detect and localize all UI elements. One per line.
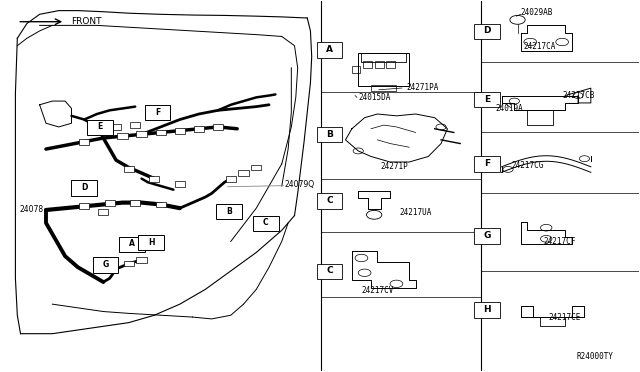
Bar bbox=[99, 209, 108, 215]
Text: 24015DA: 24015DA bbox=[358, 93, 390, 102]
Text: B: B bbox=[326, 130, 333, 139]
Text: 24217UA: 24217UA bbox=[399, 208, 432, 218]
Bar bbox=[130, 122, 140, 128]
Text: D: D bbox=[483, 26, 491, 35]
Text: H: H bbox=[148, 238, 154, 247]
Bar bbox=[111, 124, 121, 130]
Text: F: F bbox=[484, 159, 490, 169]
Bar bbox=[175, 128, 185, 134]
Bar bbox=[251, 164, 261, 170]
Text: 24079Q: 24079Q bbox=[285, 180, 315, 189]
Bar bbox=[362, 53, 406, 62]
Text: B: B bbox=[226, 206, 232, 216]
Text: 24271P: 24271P bbox=[381, 161, 408, 170]
FancyBboxPatch shape bbox=[474, 92, 500, 108]
Text: R24000TY: R24000TY bbox=[576, 352, 613, 361]
Text: A: A bbox=[129, 240, 135, 248]
Bar bbox=[194, 126, 204, 132]
Bar bbox=[156, 202, 166, 208]
FancyBboxPatch shape bbox=[474, 302, 500, 318]
FancyBboxPatch shape bbox=[138, 235, 164, 250]
FancyBboxPatch shape bbox=[72, 180, 97, 196]
Bar bbox=[149, 176, 159, 182]
Text: H: H bbox=[483, 305, 491, 314]
FancyBboxPatch shape bbox=[317, 193, 342, 209]
Bar bbox=[358, 53, 409, 86]
Bar bbox=[364, 61, 372, 68]
Text: 24019A: 24019A bbox=[495, 104, 523, 113]
Text: 24217CA: 24217CA bbox=[524, 42, 556, 51]
FancyBboxPatch shape bbox=[93, 257, 118, 273]
Bar bbox=[226, 176, 236, 182]
FancyBboxPatch shape bbox=[474, 23, 500, 39]
FancyBboxPatch shape bbox=[317, 263, 342, 279]
Bar bbox=[124, 166, 134, 172]
FancyBboxPatch shape bbox=[317, 42, 342, 58]
Text: G: G bbox=[483, 231, 491, 240]
Bar bbox=[79, 203, 90, 209]
Bar bbox=[239, 170, 248, 176]
Bar bbox=[175, 181, 185, 187]
Text: D: D bbox=[81, 183, 88, 192]
Bar bbox=[387, 61, 395, 68]
Bar bbox=[371, 85, 396, 91]
Text: 24217CB: 24217CB bbox=[562, 92, 595, 100]
FancyBboxPatch shape bbox=[145, 105, 170, 120]
Text: 24271PA: 24271PA bbox=[406, 83, 438, 92]
Text: C: C bbox=[326, 266, 333, 275]
Bar bbox=[117, 133, 127, 139]
Text: 24217CE: 24217CE bbox=[548, 313, 580, 322]
Text: 24217CV: 24217CV bbox=[362, 286, 394, 295]
Bar bbox=[79, 139, 90, 145]
Text: 24217CF: 24217CF bbox=[543, 237, 575, 246]
Text: E: E bbox=[484, 95, 490, 104]
Text: C: C bbox=[263, 218, 269, 227]
Text: C: C bbox=[326, 196, 333, 205]
Bar bbox=[213, 124, 223, 130]
Bar bbox=[375, 61, 384, 68]
Text: 24078: 24078 bbox=[19, 205, 44, 214]
FancyBboxPatch shape bbox=[474, 157, 500, 172]
Bar bbox=[156, 129, 166, 135]
Bar bbox=[130, 200, 140, 206]
FancyBboxPatch shape bbox=[119, 237, 145, 252]
FancyBboxPatch shape bbox=[253, 215, 278, 231]
Text: F: F bbox=[155, 108, 160, 117]
Bar bbox=[104, 200, 115, 206]
FancyBboxPatch shape bbox=[88, 119, 113, 135]
Bar bbox=[136, 257, 147, 263]
Text: 24217CG: 24217CG bbox=[511, 161, 543, 170]
FancyBboxPatch shape bbox=[216, 204, 242, 219]
Bar bbox=[136, 131, 147, 137]
Text: 24029AB: 24029AB bbox=[521, 8, 553, 17]
FancyBboxPatch shape bbox=[317, 127, 342, 142]
Text: A: A bbox=[326, 45, 333, 54]
Bar bbox=[124, 260, 134, 266]
Bar bbox=[352, 66, 360, 73]
Text: FRONT: FRONT bbox=[72, 17, 102, 26]
Bar bbox=[92, 126, 102, 132]
Text: E: E bbox=[97, 122, 103, 131]
FancyBboxPatch shape bbox=[474, 228, 500, 244]
Text: G: G bbox=[102, 260, 108, 269]
